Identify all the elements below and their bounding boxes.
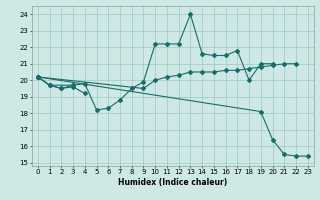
X-axis label: Humidex (Indice chaleur): Humidex (Indice chaleur): [118, 178, 228, 187]
